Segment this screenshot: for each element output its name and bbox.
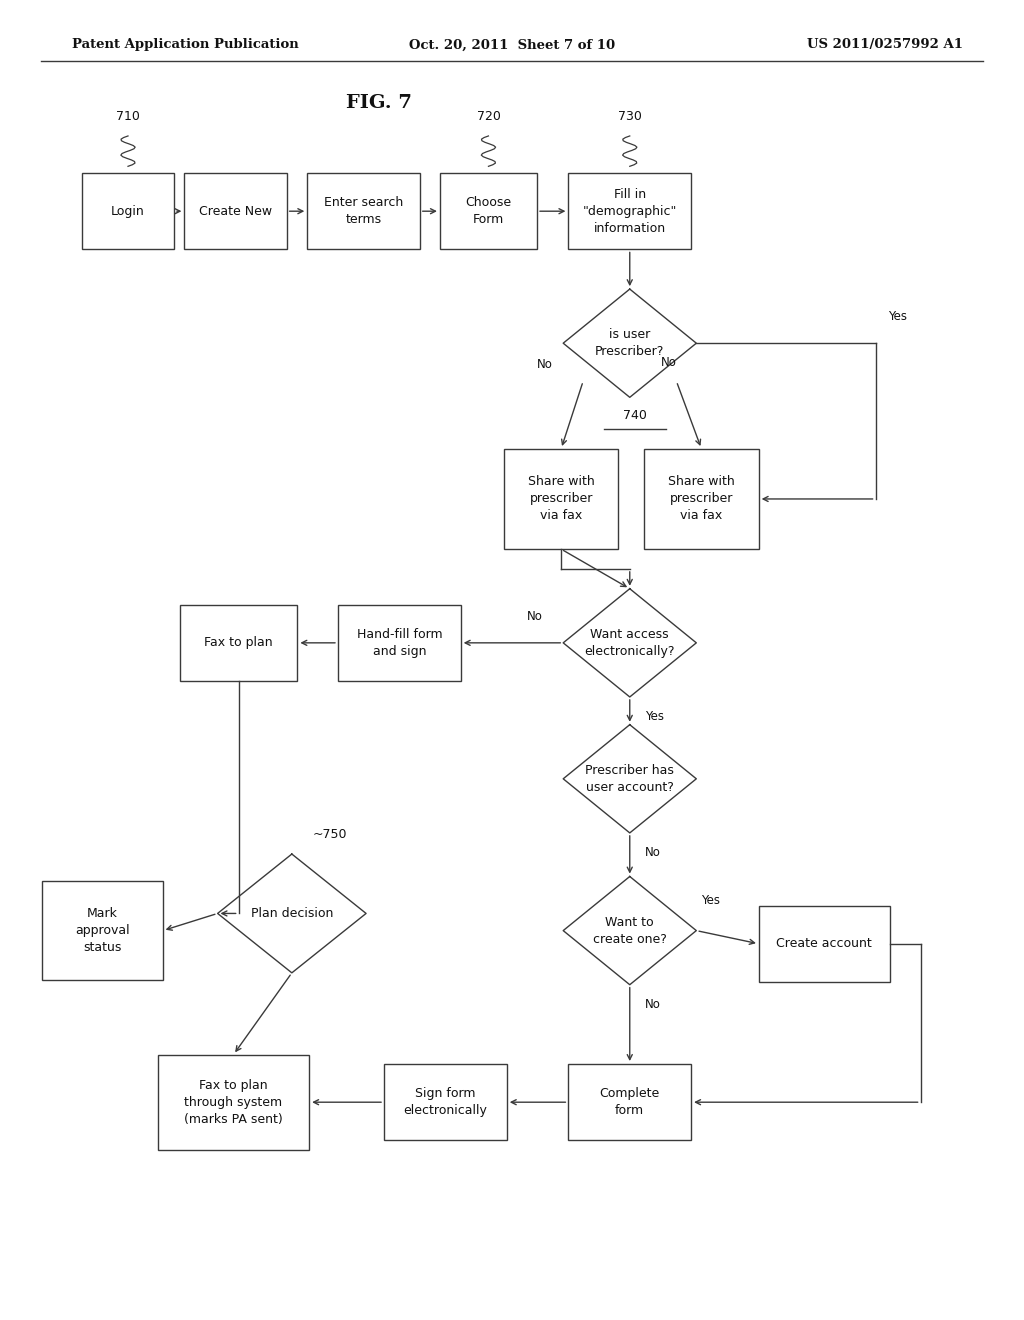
Text: Oct. 20, 2011  Sheet 7 of 10: Oct. 20, 2011 Sheet 7 of 10 — [409, 38, 615, 51]
Text: US 2011/0257992 A1: US 2011/0257992 A1 — [807, 38, 963, 51]
Polygon shape — [563, 725, 696, 833]
Bar — [384, 1064, 507, 1140]
Text: 720: 720 — [476, 110, 501, 123]
Text: Login: Login — [112, 205, 144, 218]
Bar — [644, 449, 759, 549]
Text: No: No — [660, 355, 677, 368]
Text: is user
Prescriber?: is user Prescriber? — [595, 329, 665, 358]
Text: Fax to plan: Fax to plan — [204, 636, 273, 649]
Text: No: No — [526, 610, 543, 623]
Text: Want to
create one?: Want to create one? — [593, 916, 667, 945]
Text: No: No — [537, 358, 553, 371]
Text: Plan decision: Plan decision — [251, 907, 333, 920]
Bar — [568, 1064, 691, 1140]
Text: Fax to plan
through system
(marks PA sent): Fax to plan through system (marks PA sen… — [184, 1078, 283, 1126]
Bar — [184, 173, 287, 249]
Text: Prescriber has
user account?: Prescriber has user account? — [586, 764, 674, 793]
Polygon shape — [217, 854, 367, 973]
Bar — [42, 882, 163, 979]
Text: Choose
Form: Choose Form — [465, 197, 512, 226]
Text: Share with
prescriber
via fax: Share with prescriber via fax — [668, 475, 735, 523]
Text: 740: 740 — [623, 409, 647, 422]
Text: Create account: Create account — [776, 937, 872, 950]
Text: Complete
form: Complete form — [600, 1088, 659, 1117]
Bar — [504, 449, 618, 549]
Bar — [180, 605, 298, 681]
Bar — [759, 906, 890, 982]
Text: No: No — [645, 846, 662, 859]
Bar — [158, 1055, 309, 1150]
Bar — [440, 173, 537, 249]
Polygon shape — [563, 589, 696, 697]
Text: 730: 730 — [617, 110, 642, 123]
Bar — [82, 173, 174, 249]
Bar — [568, 173, 691, 249]
Text: Fill in
"demographic"
information: Fill in "demographic" information — [583, 187, 677, 235]
Text: Want access
electronically?: Want access electronically? — [585, 628, 675, 657]
Text: Patent Application Publication: Patent Application Publication — [72, 38, 298, 51]
Text: Yes: Yes — [888, 310, 907, 323]
Text: Mark
approval
status: Mark approval status — [75, 907, 130, 954]
Text: Sign form
electronically: Sign form electronically — [403, 1088, 487, 1117]
Text: Share with
prescriber
via fax: Share with prescriber via fax — [527, 475, 595, 523]
Bar — [338, 605, 461, 681]
Text: No: No — [645, 998, 662, 1011]
Text: Yes: Yes — [645, 710, 665, 723]
Text: Hand-fill form
and sign: Hand-fill form and sign — [356, 628, 442, 657]
Text: FIG. 7: FIG. 7 — [346, 94, 412, 112]
Polygon shape — [563, 289, 696, 397]
Text: 710: 710 — [116, 110, 140, 123]
Text: Create New: Create New — [199, 205, 272, 218]
Text: Yes: Yes — [701, 894, 721, 907]
Text: Enter search
terms: Enter search terms — [324, 197, 403, 226]
Polygon shape — [563, 876, 696, 985]
Bar — [307, 173, 420, 249]
Text: ~750: ~750 — [312, 828, 347, 841]
